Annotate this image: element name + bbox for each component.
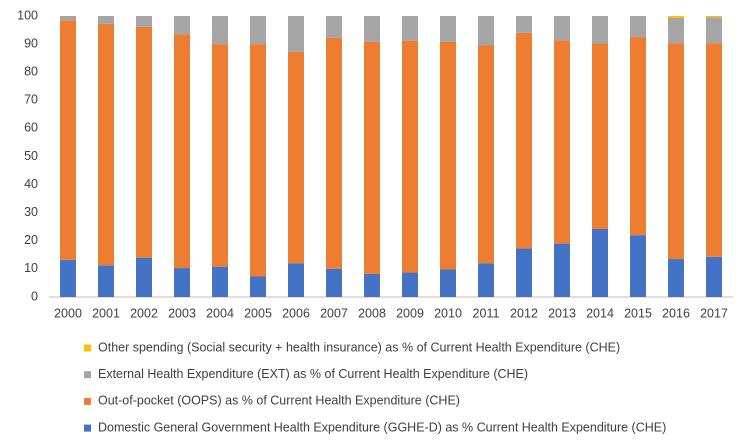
bar-segment — [364, 41, 380, 274]
y-tick-label: 0 — [31, 289, 38, 303]
bar-segment — [212, 44, 228, 267]
bar-segment — [174, 16, 190, 35]
bar-segment — [478, 263, 494, 297]
bar-segment — [668, 259, 684, 297]
bar-segment — [60, 259, 76, 297]
legend-swatch — [84, 397, 91, 405]
bar-segment — [136, 26, 152, 258]
x-tick-label: 2010 — [434, 306, 462, 320]
bar-segment — [60, 20, 76, 260]
bar-segment — [326, 268, 342, 297]
x-tick-label: 2011 — [473, 306, 500, 320]
x-tick-label: 2013 — [548, 306, 576, 320]
bar-segment — [60, 16, 76, 21]
bar-segment — [668, 16, 684, 18]
x-tick-label: 2016 — [662, 306, 690, 320]
bar-segment — [364, 273, 380, 297]
y-tick-label: 40 — [24, 177, 38, 191]
bar-segment — [554, 243, 570, 297]
bar-segment — [554, 40, 570, 244]
x-tick-label: 2012 — [510, 306, 538, 320]
bar-segment — [630, 16, 646, 38]
x-tick-label: 2015 — [624, 306, 652, 320]
bar-segment — [478, 16, 494, 46]
y-tick-label: 60 — [24, 121, 38, 135]
bar-segment — [250, 276, 266, 297]
x-tick-label: 2002 — [130, 306, 158, 320]
bar-segment — [250, 16, 266, 45]
bar-segment — [288, 263, 304, 297]
bar-segment — [326, 37, 342, 269]
bar-segment — [516, 248, 532, 297]
bar-segment — [554, 16, 570, 41]
bar-segment — [668, 17, 684, 44]
bar-segment — [516, 32, 532, 249]
y-tick-label: 50 — [24, 149, 38, 163]
bar-segment — [174, 268, 190, 297]
legend-label: Domestic General Government Health Expen… — [98, 420, 666, 434]
bar-segment — [98, 265, 114, 297]
x-tick-label: 2006 — [282, 306, 310, 320]
bar-segment — [706, 17, 722, 44]
x-tick-label: 2017 — [700, 306, 728, 320]
x-tick-label: 2007 — [320, 306, 348, 320]
bar-segment — [592, 16, 608, 44]
bar-segment — [326, 16, 342, 38]
bar-segment — [174, 34, 190, 269]
bar-segment — [288, 51, 304, 264]
bar-segment — [402, 16, 418, 41]
bar-segment — [592, 228, 608, 297]
bar-segment — [212, 266, 228, 297]
x-tick-label: 2001 — [92, 306, 120, 320]
y-tick-label: 30 — [24, 205, 38, 219]
bar-segment — [668, 43, 684, 260]
bar-segment — [364, 16, 380, 42]
bar-segment — [630, 37, 646, 236]
bar-segment — [478, 45, 494, 264]
bar-segment — [98, 23, 114, 266]
x-tick-label: 2003 — [168, 306, 196, 320]
bar-segment — [402, 40, 418, 273]
bar-segment — [706, 43, 722, 257]
x-tick-label: 2008 — [358, 306, 386, 320]
bar-segment — [98, 16, 114, 24]
y-tick-label: 10 — [24, 261, 38, 275]
bar-segment — [440, 16, 456, 42]
bar-segment — [212, 16, 228, 45]
bar-segment — [136, 16, 152, 27]
legend-label: External Health Expenditure (EXT) as % o… — [98, 367, 528, 381]
bar-segment — [440, 41, 456, 270]
x-tick-label: 2004 — [206, 306, 234, 320]
legend-swatch — [84, 344, 91, 352]
x-tick-label: 2005 — [244, 306, 272, 320]
x-tick-label: 2009 — [396, 306, 424, 320]
y-tick-label: 70 — [24, 93, 38, 107]
legend-label: Out-of-pocket (OOPS) as % of Current Hea… — [98, 394, 460, 408]
y-tick-label: 20 — [24, 233, 38, 247]
bar-segment — [250, 44, 266, 277]
bar-segment — [516, 16, 532, 33]
bar-segment — [706, 256, 722, 297]
bar-segment — [402, 272, 418, 297]
y-tick-label: 90 — [24, 36, 38, 50]
legend-swatch — [84, 424, 91, 432]
x-tick-label: 2014 — [586, 306, 614, 320]
x-tick-label: 2000 — [54, 306, 82, 320]
y-tick-label: 80 — [24, 64, 38, 78]
legend-swatch — [84, 371, 91, 379]
bar-segment — [592, 43, 608, 229]
bar-segment — [136, 257, 152, 297]
y-tick-label: 100 — [17, 8, 38, 22]
legend-label: Other spending (Social security + health… — [98, 340, 620, 354]
bar-segment — [440, 269, 456, 297]
bar-segment — [706, 16, 722, 18]
bar-segment — [630, 235, 646, 297]
bar-segment — [288, 16, 304, 52]
